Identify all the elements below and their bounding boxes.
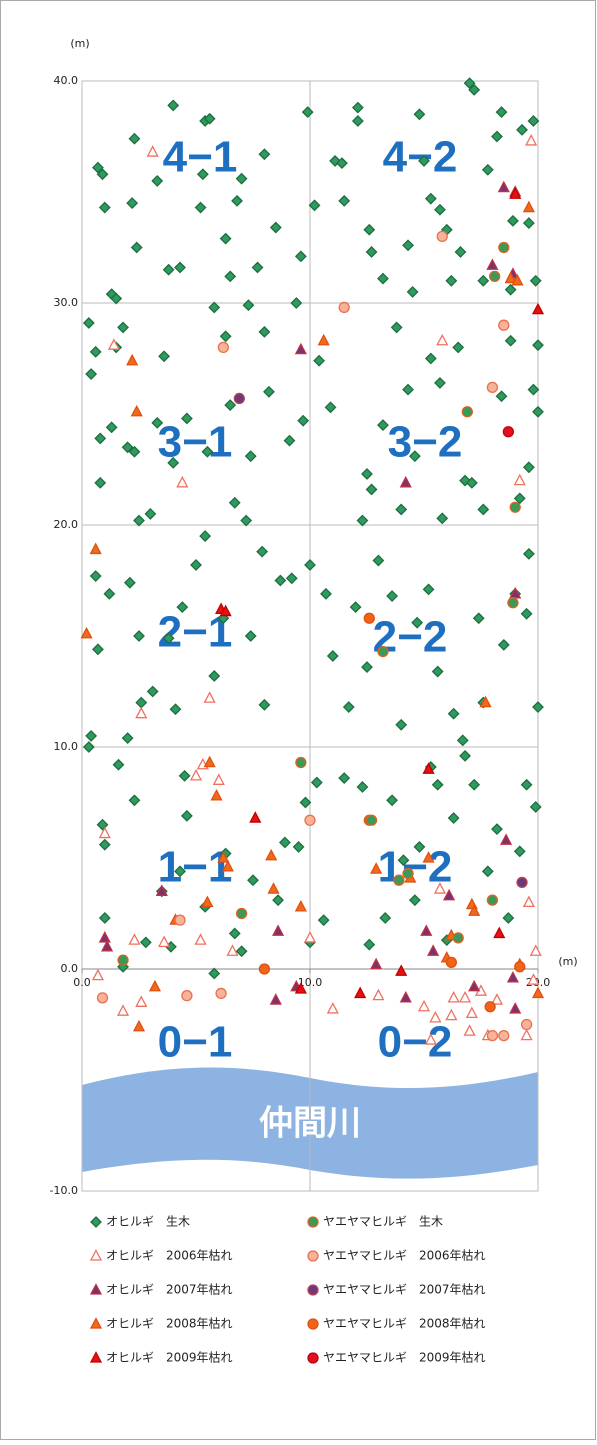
y-tick-label: 40.0 bbox=[54, 74, 79, 87]
y-tick-label: 20.0 bbox=[54, 518, 79, 531]
point bbox=[216, 988, 226, 998]
point bbox=[259, 964, 269, 974]
zone-label: 1−2 bbox=[378, 843, 453, 892]
point bbox=[118, 955, 128, 965]
y-axis-label: (m) bbox=[70, 37, 89, 50]
legend-marker bbox=[308, 1353, 318, 1363]
point bbox=[510, 502, 520, 512]
legend-label: ヤエヤマヒルギ 2007年枯れ bbox=[323, 1282, 486, 1297]
legend-label: ヤエヤマヒルギ 2006年枯れ bbox=[323, 1248, 486, 1263]
legend-label: オヒルギ 生木 bbox=[106, 1215, 190, 1229]
point bbox=[462, 407, 472, 417]
point bbox=[499, 320, 509, 330]
point bbox=[364, 613, 374, 623]
point bbox=[522, 1020, 532, 1030]
x-axis-label: (m) bbox=[558, 955, 577, 968]
legend-marker bbox=[308, 1217, 318, 1227]
zone-label: 1−1 bbox=[158, 843, 233, 892]
point bbox=[218, 342, 228, 352]
point bbox=[508, 598, 518, 608]
zone-label: 0−1 bbox=[158, 1018, 233, 1067]
legend-marker bbox=[308, 1251, 318, 1261]
point bbox=[403, 869, 413, 879]
legend-label: オヒルギ 2006年枯れ bbox=[106, 1248, 233, 1263]
y-tick-label: 0.0 bbox=[61, 962, 79, 975]
point bbox=[437, 231, 447, 241]
point bbox=[305, 815, 315, 825]
point bbox=[490, 271, 500, 281]
point bbox=[339, 302, 349, 312]
point bbox=[296, 758, 306, 768]
point bbox=[237, 909, 247, 919]
chart-frame bbox=[1, 1, 596, 1440]
legend-marker bbox=[308, 1319, 318, 1329]
point bbox=[394, 875, 404, 885]
legend-label: オヒルギ 2008年枯れ bbox=[106, 1316, 233, 1331]
point bbox=[453, 933, 463, 943]
legend-label: ヤエヤマヒルギ 生木 bbox=[323, 1215, 443, 1229]
point bbox=[487, 895, 497, 905]
zone-label: 3−2 bbox=[388, 418, 463, 467]
point bbox=[499, 243, 509, 253]
point bbox=[182, 991, 192, 1001]
point bbox=[515, 962, 525, 972]
point bbox=[98, 993, 108, 1003]
zone-label: 4−2 bbox=[383, 133, 458, 182]
point bbox=[485, 1002, 495, 1012]
legend-marker bbox=[308, 1285, 318, 1295]
point bbox=[446, 957, 456, 967]
chart: (m) (m) -10.00.010.020.030.040.00.010.02… bbox=[0, 0, 597, 1441]
legend-label: ヤエヤマヒルギ 2009年枯れ bbox=[323, 1350, 486, 1365]
y-tick-label: -10.0 bbox=[50, 1184, 78, 1197]
point bbox=[378, 647, 388, 657]
point bbox=[234, 393, 244, 403]
legend-label: ヤエヤマヒルギ 2008年枯れ bbox=[323, 1316, 486, 1331]
point bbox=[367, 815, 377, 825]
point bbox=[499, 1031, 509, 1041]
legend-label: オヒルギ 2009年枯れ bbox=[106, 1350, 233, 1365]
y-tick-label: 10.0 bbox=[54, 740, 79, 753]
legend-label: オヒルギ 2007年枯れ bbox=[106, 1282, 233, 1297]
point bbox=[517, 877, 527, 887]
point bbox=[175, 915, 185, 925]
point bbox=[487, 382, 497, 392]
river-label: 仲間川 bbox=[259, 1104, 361, 1144]
zone-label: 0−2 bbox=[378, 1018, 453, 1067]
x-tick-label: 0.0 bbox=[73, 976, 91, 989]
y-tick-label: 30.0 bbox=[54, 296, 79, 309]
point bbox=[503, 427, 513, 437]
zone-label: 3−1 bbox=[158, 418, 233, 467]
point bbox=[487, 1031, 497, 1041]
